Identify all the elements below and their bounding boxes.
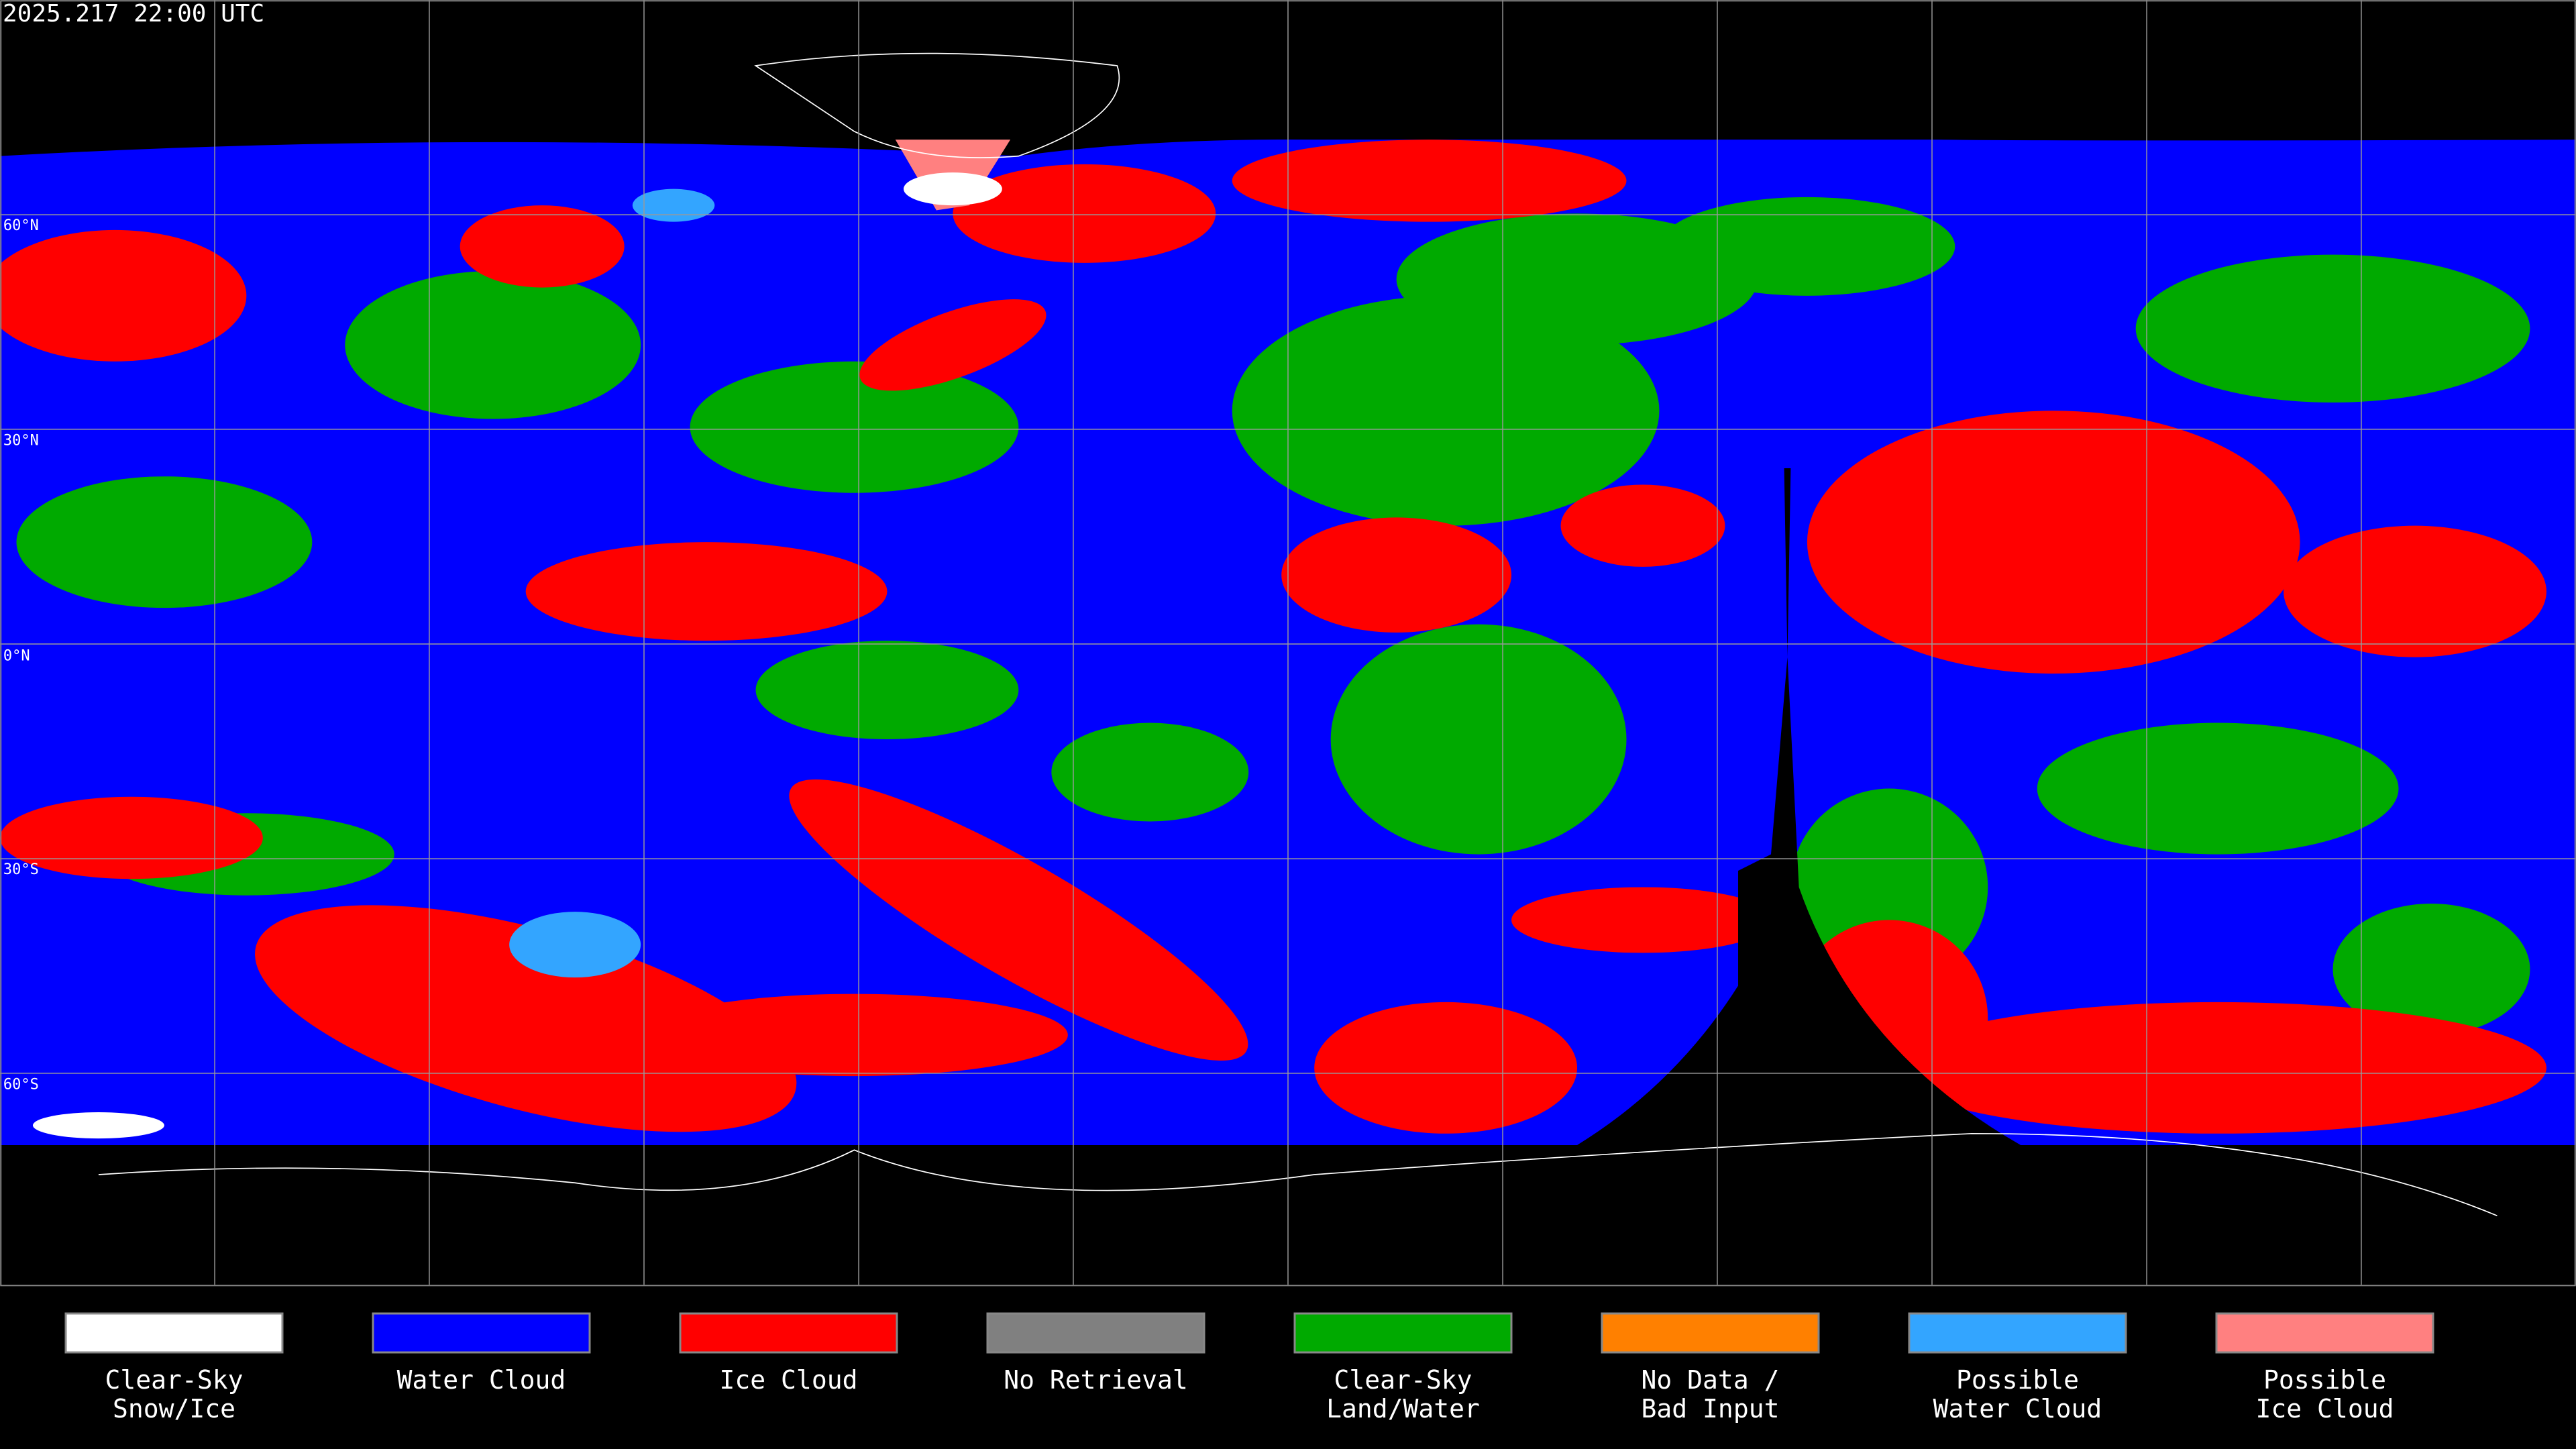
ice-cloud [255, 905, 797, 1132]
legend-swatch [372, 1312, 591, 1354]
coastline [98, 1132, 2498, 1217]
legend-label: Clear-Sky [105, 1365, 244, 1395]
legend-label: Possible [1956, 1365, 2079, 1395]
ice-cloud [460, 205, 625, 288]
latitude-label: 0°N [3, 647, 30, 664]
legend-label: No Retrieval [1004, 1365, 1188, 1395]
clear-snow-ice [32, 1112, 164, 1139]
cloud-phase-map: 60°N 30°N 0°N 30°S 60°S [0, 0, 2576, 1287]
ice-cloud [1232, 140, 1627, 222]
ice-cloud-field [0, 140, 2546, 1134]
clear-land [2332, 903, 2530, 1035]
ice-cloud [641, 994, 1068, 1077]
timestamp-title: 2025.217 22:00 UTC [3, 0, 265, 28]
latitude-label: 30°N [3, 433, 39, 449]
clear-snow-ice [903, 172, 1002, 206]
clear-land [1659, 197, 1955, 296]
ice-cloud [0, 796, 263, 879]
latitude-label: 60°S [3, 1077, 39, 1093]
ice-cloud [1281, 517, 1512, 633]
coastlines [98, 52, 2498, 1217]
legend-label: Ice Cloud [720, 1365, 858, 1395]
possible-water-cloud [632, 189, 715, 222]
clear-land-field [16, 197, 2530, 1035]
legend-label: Snow/Ice [113, 1394, 235, 1424]
ice-cloud [1511, 887, 1774, 953]
ice-cloud [1314, 1002, 1578, 1134]
clear-land [690, 361, 1019, 493]
clear-land [1232, 295, 1660, 526]
legend-label: Clear-Sky [1334, 1365, 1472, 1395]
ice-cloud [789, 779, 1248, 1061]
possible-water-cloud [509, 912, 641, 978]
ice-cloud [1889, 1002, 2546, 1134]
legend-label: Bad Input [1642, 1394, 1780, 1424]
ice-cloud [2284, 525, 2546, 657]
legend-swatch [64, 1312, 284, 1354]
ice-cloud [0, 229, 247, 362]
clear-land [16, 476, 313, 608]
clear-land [1330, 624, 1627, 855]
ice-cloud [859, 299, 1046, 391]
legend-swatch [986, 1312, 1205, 1354]
legend-swatch [1293, 1312, 1513, 1354]
legend-label: Possible [2263, 1365, 2386, 1395]
clear-land [345, 271, 641, 419]
ice-cloud [1807, 411, 2300, 674]
legend-swatch [2215, 1312, 2434, 1354]
ice-cloud [1560, 484, 1725, 567]
legend-label: Land/Water [1326, 1394, 1480, 1424]
ice-cloud [953, 164, 1216, 263]
legend-label: Water Cloud [397, 1365, 566, 1395]
legend-swatch [679, 1312, 898, 1354]
legend-label: Ice Cloud [2256, 1394, 2394, 1424]
clear-land [2037, 722, 2399, 855]
clear-land [2135, 254, 2530, 402]
latitude-label: 60°N [3, 217, 39, 234]
legend-swatch [1601, 1312, 1820, 1354]
legend-swatch [1908, 1312, 2127, 1354]
ice-cloud [525, 542, 888, 641]
clear-land [1051, 722, 1249, 822]
map-frame [0, 0, 2576, 1287]
latitude-label: 30°S [3, 861, 39, 878]
graticule [0, 0, 2576, 1285]
clear-land [755, 641, 1019, 740]
coastline [754, 52, 1120, 158]
legend-label: No Data / [1642, 1365, 1780, 1395]
no-coverage-gap [1577, 468, 2021, 1145]
legend-label: Water Cloud [1933, 1394, 2102, 1424]
